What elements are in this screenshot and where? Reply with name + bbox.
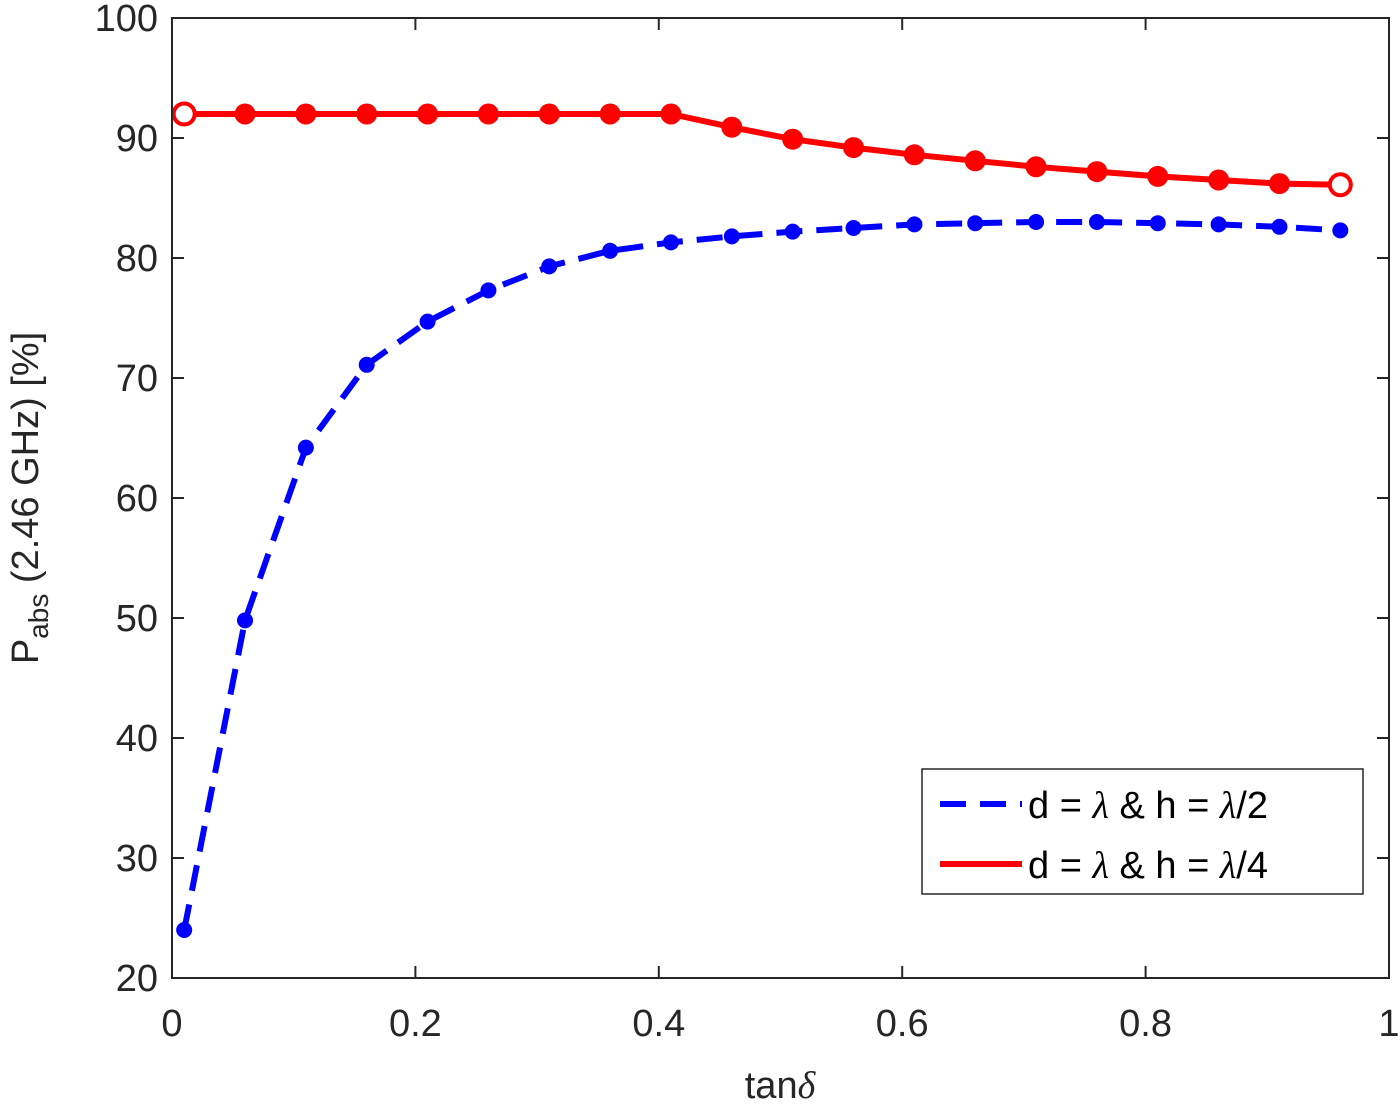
y-tick-label: 90 [116,118,158,160]
series-2-point [721,116,743,138]
y-tick-label: 100 [95,0,158,40]
y-tick-label: 50 [116,598,158,640]
y-tick-label: 60 [116,478,158,520]
series-1-point [845,220,862,236]
y-tick-label: 70 [116,358,158,400]
series-2-point [1086,161,1108,183]
series-2-point [964,150,986,172]
x-tick-label: 0.4 [632,1003,685,1045]
series-2-point [538,103,560,125]
series-1-point [1271,218,1288,235]
series-2-point [171,101,197,127]
series-1-point [662,234,679,251]
legend-box [921,768,1364,895]
series-1-point [297,439,314,456]
series-1-point [419,313,436,330]
series-1-point [602,242,619,259]
series-2-point [903,144,925,166]
series-1-point [1332,222,1349,239]
series-2-point [1147,165,1169,187]
series-1-point [784,223,801,240]
series-1-point [723,228,740,245]
y-tick-label: 30 [116,838,158,880]
series-layer [171,101,1353,938]
y-axis-label: Pabs (2.46 GHz) [%] [5,332,54,664]
series-1-point [967,215,984,232]
series-2-point [417,103,439,125]
series-2 [171,101,1353,198]
legend-label-series-2: d = λ & h = λ/4 [1028,845,1268,887]
legend-label-series-1: d = λ & h = λ/2 [1028,785,1268,827]
series-2-point [782,128,804,150]
series-1-point [541,258,558,275]
series-2-point [1208,169,1230,191]
x-tick-label: 0 [161,1003,182,1045]
series-1-point [906,216,923,233]
series-1-point [237,612,254,629]
x-tick-label: 0.6 [876,1003,929,1045]
series-1-line [181,219,1341,931]
series-2-point [1327,172,1353,198]
series-2-point [843,137,865,159]
series-1-point [176,922,193,938]
x-axis-label: tanδ [745,1065,817,1104]
series-1-point [480,282,497,299]
series-2-point [234,103,256,125]
series-2-point [599,103,621,125]
series-1 [176,214,1349,938]
ticks-layer: 0 0.2 0.4 0.6 0.8 1 20 30 40 50 60 70 80 90 100 [95,0,1400,1045]
series-1-point [1028,214,1045,230]
series-2-point [295,103,317,125]
y-tick-label: 80 [116,238,158,280]
x-tick-label: 1 [1378,1003,1399,1045]
series-2-point [1025,156,1047,178]
x-tick-label: 0.8 [1119,1003,1172,1045]
series-2-point [356,103,378,125]
legend: d = λ & h = λ/2 d = λ & h = λ/4 [921,768,1364,895]
series-1-point [358,356,375,373]
series-1-point [1088,214,1105,230]
series-2-point [1268,173,1290,195]
y-tick-label: 20 [116,958,158,1000]
series-1-point [1149,215,1166,232]
x-tick-label: 0.2 [389,1003,442,1045]
series-2-point [477,103,499,125]
series-1-point [1210,216,1227,233]
y-tick-label: 40 [116,718,158,760]
series-2-point [660,103,682,125]
